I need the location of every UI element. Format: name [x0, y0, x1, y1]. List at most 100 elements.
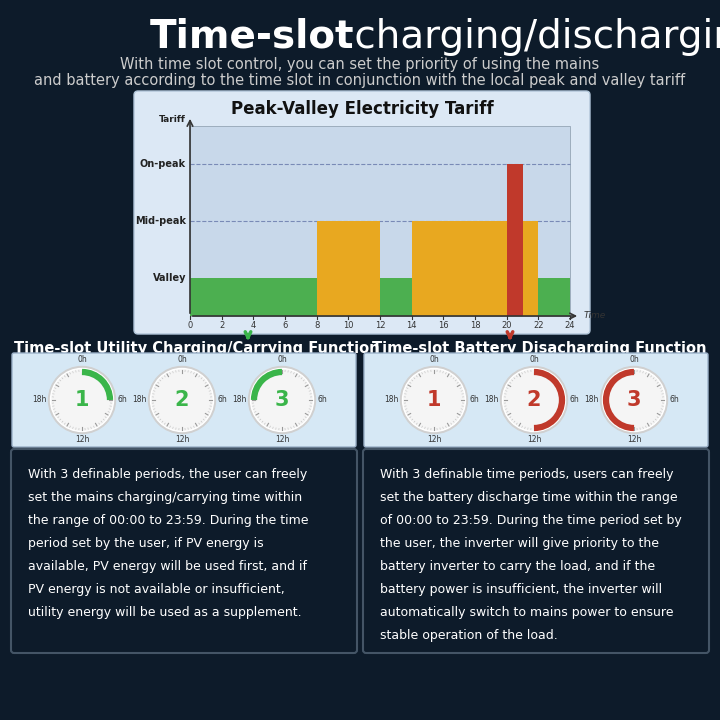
Text: With 3 definable time periods, users can freely: With 3 definable time periods, users can… [380, 468, 673, 481]
Circle shape [603, 369, 665, 431]
Text: 1: 1 [427, 390, 441, 410]
Text: 10: 10 [343, 321, 354, 330]
Text: 0h: 0h [529, 356, 539, 364]
Text: 6h: 6h [217, 395, 228, 405]
Circle shape [404, 370, 464, 430]
Text: 12h: 12h [275, 436, 289, 444]
Text: 12h: 12h [175, 436, 189, 444]
Text: the range of 00:00 to 23:59. During the time: the range of 00:00 to 23:59. During the … [28, 514, 308, 527]
Text: 2: 2 [527, 390, 541, 410]
FancyBboxPatch shape [11, 449, 357, 653]
Circle shape [152, 370, 212, 430]
FancyBboxPatch shape [12, 353, 356, 447]
Text: Time: Time [584, 312, 606, 320]
Text: 16: 16 [438, 321, 449, 330]
Circle shape [248, 366, 315, 433]
Bar [412, 221, 507, 316]
FancyBboxPatch shape [364, 353, 708, 447]
Text: 1: 1 [75, 390, 89, 410]
Circle shape [600, 366, 667, 433]
Text: set the mains charging/carrying time within: set the mains charging/carrying time wit… [28, 491, 302, 504]
Text: Time-slot: Time-slot [150, 18, 354, 56]
Text: With time slot control, you can set the priority of using the mains: With time slot control, you can set the … [120, 58, 600, 73]
Text: period set by the user, if PV energy is: period set by the user, if PV energy is [28, 537, 264, 550]
Bar [523, 221, 539, 316]
Text: On-peak: On-peak [140, 159, 186, 169]
Bar [539, 278, 570, 316]
Text: 2: 2 [175, 390, 189, 410]
Bar [380, 278, 412, 316]
FancyBboxPatch shape [134, 91, 590, 334]
Circle shape [500, 366, 567, 433]
Text: and battery according to the time slot in conjunction with the local peak and va: and battery according to the time slot i… [35, 73, 685, 88]
Text: 18: 18 [469, 321, 480, 330]
Text: 12: 12 [374, 321, 385, 330]
Text: 12h: 12h [527, 436, 541, 444]
Text: 6h: 6h [570, 395, 580, 405]
Text: the user, the inverter will give priority to the: the user, the inverter will give priorit… [380, 537, 659, 550]
Circle shape [50, 369, 114, 431]
Text: charging/discharging: charging/discharging [342, 18, 720, 56]
Circle shape [150, 369, 214, 431]
Text: 0: 0 [187, 321, 193, 330]
Text: 3: 3 [275, 390, 289, 410]
Text: set the battery discharge time within the range: set the battery discharge time within th… [380, 491, 678, 504]
Text: automatically switch to mains power to ensure: automatically switch to mains power to e… [380, 606, 673, 619]
Text: 22: 22 [533, 321, 544, 330]
Text: 0h: 0h [77, 356, 87, 364]
Text: Time-slot Utility Charging/Carrying Function: Time-slot Utility Charging/Carrying Func… [14, 341, 379, 356]
FancyBboxPatch shape [363, 449, 709, 653]
Text: Peak-Valley Electricity Tariff: Peak-Valley Electricity Tariff [230, 100, 493, 118]
Circle shape [52, 370, 112, 430]
Text: utility energy will be used as a supplement.: utility energy will be used as a supplem… [28, 606, 302, 619]
Text: Tariff: Tariff [159, 115, 186, 124]
Text: 14: 14 [406, 321, 417, 330]
Circle shape [400, 366, 467, 433]
Circle shape [402, 369, 466, 431]
Text: battery inverter to carry the load, and if the: battery inverter to carry the load, and … [380, 560, 655, 573]
Bar [190, 126, 570, 316]
Text: 6h: 6h [670, 395, 679, 405]
Text: PV energy is not available or insufficient,: PV energy is not available or insufficie… [28, 583, 284, 596]
Text: 6h: 6h [117, 395, 127, 405]
Text: 4: 4 [251, 321, 256, 330]
Text: Valley: Valley [153, 273, 186, 283]
Circle shape [251, 369, 313, 431]
Text: 6: 6 [282, 321, 288, 330]
Text: 20: 20 [501, 321, 512, 330]
Text: of 00:00 to 23:59. During the time period set by: of 00:00 to 23:59. During the time perio… [380, 514, 682, 527]
Bar [190, 278, 317, 316]
Text: 0h: 0h [629, 356, 639, 364]
Text: 12h: 12h [627, 436, 642, 444]
Text: stable operation of the load.: stable operation of the load. [380, 629, 558, 642]
Circle shape [252, 370, 312, 430]
Text: 18h: 18h [384, 395, 398, 405]
Text: 12h: 12h [427, 436, 441, 444]
Circle shape [48, 366, 115, 433]
Text: 6h: 6h [318, 395, 328, 405]
Text: 18h: 18h [232, 395, 246, 405]
Text: 18h: 18h [132, 395, 146, 405]
Text: 24: 24 [564, 321, 575, 330]
Text: 18h: 18h [484, 395, 498, 405]
Text: 12h: 12h [75, 436, 89, 444]
Circle shape [504, 370, 564, 430]
Bar [507, 164, 523, 316]
Bar [317, 221, 380, 316]
Text: 8: 8 [314, 321, 320, 330]
Text: available, PV energy will be used first, and if: available, PV energy will be used first,… [28, 560, 307, 573]
Text: 2: 2 [219, 321, 225, 330]
Circle shape [503, 369, 565, 431]
Text: 18h: 18h [32, 395, 47, 405]
Circle shape [604, 370, 664, 430]
Text: 0h: 0h [177, 356, 187, 364]
Text: 18h: 18h [584, 395, 598, 405]
Circle shape [148, 366, 215, 433]
Text: 6h: 6h [469, 395, 480, 405]
Text: Time-slot Battery Disacharging Function: Time-slot Battery Disacharging Function [372, 341, 706, 356]
Text: 0h: 0h [277, 356, 287, 364]
Text: With 3 definable periods, the user can freely: With 3 definable periods, the user can f… [28, 468, 307, 481]
Text: 0h: 0h [429, 356, 439, 364]
Text: battery power is insufficient, the inverter will: battery power is insufficient, the inver… [380, 583, 662, 596]
Text: 3: 3 [626, 390, 642, 410]
